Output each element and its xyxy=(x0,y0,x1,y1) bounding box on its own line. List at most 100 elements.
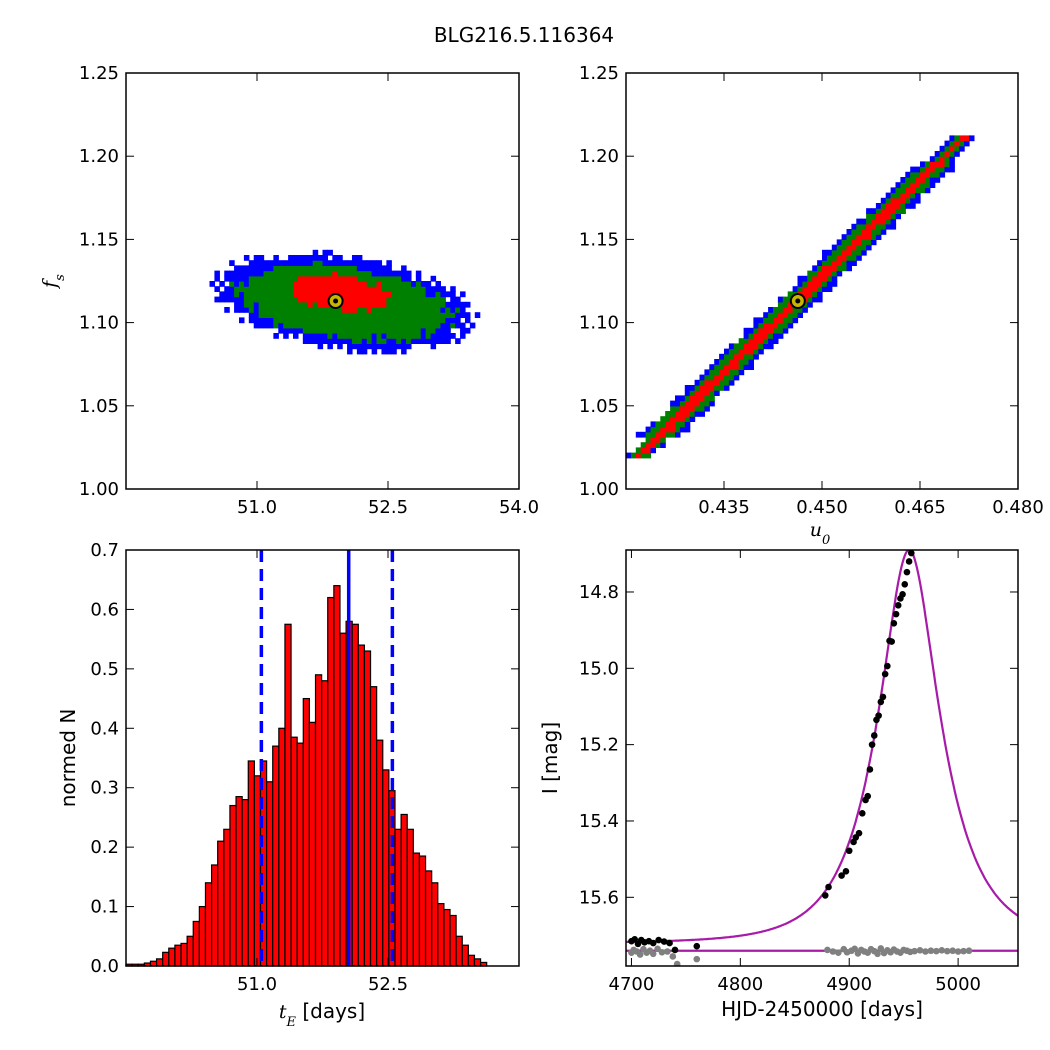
heatmap-cell xyxy=(381,281,387,287)
data-point xyxy=(864,792,872,800)
heatmap-cell xyxy=(939,161,946,168)
best-fit-marker-center xyxy=(333,298,339,304)
heatmap-cell xyxy=(351,275,358,282)
heatmap-cell xyxy=(273,296,279,303)
heatmap-cell xyxy=(317,307,324,313)
histogram-bar xyxy=(229,804,237,967)
heatmap-cell xyxy=(748,348,754,355)
heatmap-cell xyxy=(714,390,720,396)
heatmap-cell xyxy=(293,327,299,334)
heatmap-cell xyxy=(234,301,240,308)
heatmap-cell xyxy=(361,312,368,318)
heatmap-cell xyxy=(743,364,750,370)
heatmap-cell xyxy=(337,255,343,261)
heatmap-cell xyxy=(342,281,348,287)
heatmap-cell xyxy=(846,260,852,266)
heatmap-cell xyxy=(327,317,333,324)
heatmap-cell xyxy=(347,275,353,282)
data-point xyxy=(890,619,898,627)
heatmap-cell xyxy=(297,265,304,272)
heatmap-cell xyxy=(238,301,245,308)
heatmap-cell xyxy=(332,260,338,266)
heatmap-cell xyxy=(871,213,877,220)
heatmap-cell xyxy=(831,275,838,282)
heatmap-cell xyxy=(924,187,931,194)
heatmap-cell xyxy=(410,296,417,303)
heatmap-cell xyxy=(851,234,857,240)
heatmap-cell xyxy=(386,343,392,350)
heatmap-cell xyxy=(219,281,225,287)
heatmap-cell xyxy=(297,296,304,303)
heatmap-cell xyxy=(959,140,965,147)
heatmap-cell xyxy=(366,343,373,350)
heatmap-cell xyxy=(297,322,304,329)
heatmap-cell xyxy=(273,307,279,313)
heatmap-cell xyxy=(836,244,843,251)
heatmap-cell xyxy=(351,307,358,313)
heatmap-cell xyxy=(317,322,324,329)
heatmap-cell xyxy=(406,307,412,313)
y-tick-label: 0.6 xyxy=(90,599,119,620)
histogram-bar xyxy=(162,951,170,967)
heatmap-cell xyxy=(278,301,284,308)
heatmap-cell xyxy=(356,286,363,292)
heatmap-cell xyxy=(263,296,270,303)
heatmap-cell xyxy=(836,249,843,256)
heatmap-cell xyxy=(327,343,333,350)
heatmap-cell xyxy=(445,312,451,318)
heatmap-cell xyxy=(386,260,392,266)
x-tick-label: 51.0 xyxy=(237,974,277,995)
heatmap-cell xyxy=(650,431,656,438)
heatmap-cell xyxy=(944,166,950,173)
heatmap-cell xyxy=(371,317,378,324)
heatmap-cell xyxy=(910,166,916,173)
heatmap-cell xyxy=(381,343,387,350)
heatmap-cell xyxy=(802,281,808,287)
heatmap-cell xyxy=(356,255,363,261)
heatmap-cell xyxy=(332,275,338,282)
heatmap-cell xyxy=(283,301,289,308)
heatmap-cell xyxy=(361,317,368,324)
data-point xyxy=(825,883,832,891)
histogram-bar xyxy=(174,944,182,967)
heatmap-cell xyxy=(307,281,314,287)
heatmap-cell xyxy=(253,281,260,287)
data-point xyxy=(821,892,829,899)
heatmap-cell xyxy=(915,171,921,178)
heatmap-cell xyxy=(851,249,857,256)
heatmap-cell xyxy=(351,317,358,324)
heatmap-cell xyxy=(376,270,383,277)
heatmap-cell xyxy=(263,286,270,292)
panel-u0-fs: 0.435 0.450 0.465 0.480 1.00 1.05 1.10 1.15 1.20… xyxy=(579,63,1044,548)
heatmap-cell xyxy=(356,338,363,344)
heatmap-cell xyxy=(655,421,661,428)
heatmap-cell xyxy=(650,426,656,433)
heatmap-cell xyxy=(322,265,329,272)
residual-point xyxy=(649,950,657,958)
heatmap-cell xyxy=(929,161,936,168)
heatmap-cell xyxy=(342,260,348,266)
heatmap-cell xyxy=(381,333,387,339)
heatmap-cell xyxy=(880,223,887,230)
heatmap-cell xyxy=(954,151,960,157)
heatmap-cell xyxy=(219,291,225,298)
data-point xyxy=(649,939,657,947)
histogram-bar xyxy=(443,908,451,967)
heatmap-cell xyxy=(655,426,661,433)
heatmap-cell xyxy=(464,312,471,318)
heatmap-cell xyxy=(871,208,877,214)
heatmap-cell xyxy=(670,431,676,438)
heatmap-cell xyxy=(822,249,828,256)
histogram-bar xyxy=(296,742,304,967)
heatmap-cell xyxy=(880,213,887,220)
heatmap-cell xyxy=(322,301,329,308)
heatmap-cell xyxy=(836,255,843,261)
heatmap-cell xyxy=(322,249,329,256)
heatmap-cell xyxy=(342,291,348,298)
heatmap-cell xyxy=(258,296,265,303)
heatmap-cell xyxy=(425,291,432,298)
heatmap-cell xyxy=(939,171,946,178)
y-tick-label: 15.4 xyxy=(579,811,619,832)
heatmap-cell xyxy=(366,265,373,272)
heatmap-cell xyxy=(665,416,671,422)
